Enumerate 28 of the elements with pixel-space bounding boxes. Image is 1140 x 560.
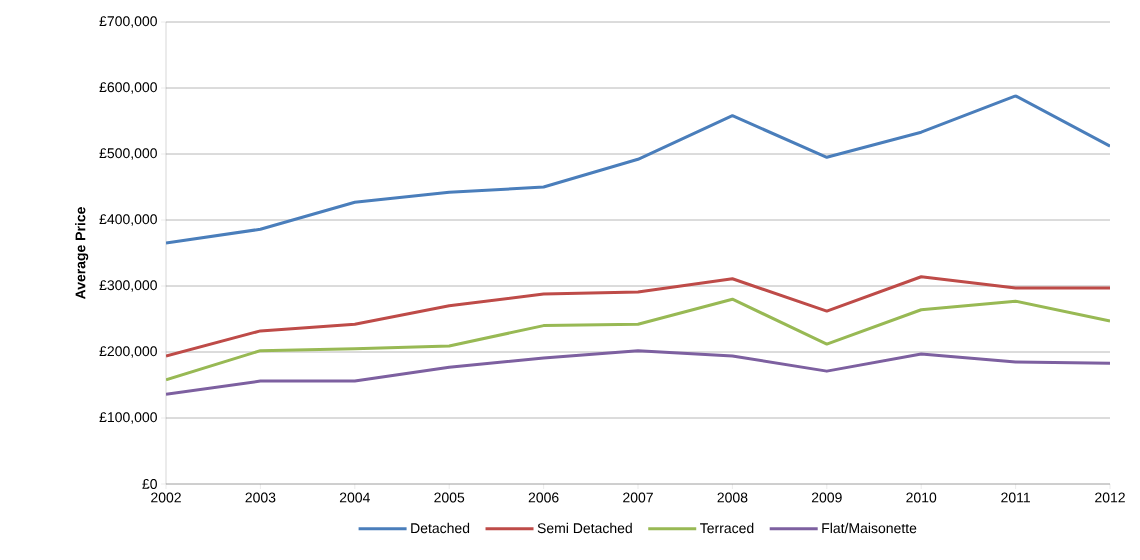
line-series bbox=[166, 275, 1111, 358]
legend-label: Detached bbox=[411, 522, 470, 534]
y-tick-label: £0 bbox=[142, 479, 157, 489]
x-tick-label: 2012 bbox=[1095, 492, 1125, 503]
y-axis-title: Average Price bbox=[75, 207, 89, 300]
y-tick-label: £100,000 bbox=[99, 412, 157, 424]
x-tick-label: 2002 bbox=[151, 492, 181, 503]
x-tick-label: 2007 bbox=[623, 492, 653, 503]
y-tick-label: £500,000 bbox=[99, 148, 157, 160]
line-series bbox=[166, 94, 1111, 245]
x-tick-label: 2009 bbox=[811, 492, 842, 503]
y-tick-label: £400,000 bbox=[99, 214, 157, 226]
line-series bbox=[166, 297, 1111, 382]
legend-label: Semi Detached bbox=[537, 522, 632, 534]
x-tick-label: 2003 bbox=[245, 492, 276, 503]
x-tick-label: 2004 bbox=[339, 492, 370, 503]
line-series bbox=[166, 349, 1111, 396]
y-tick-label: £700,000 bbox=[99, 16, 157, 28]
x-tick-label: 2010 bbox=[906, 492, 937, 503]
y-tick-label: £200,000 bbox=[99, 346, 157, 358]
x-tick-label: 2005 bbox=[434, 492, 465, 503]
legend-label: Flat/Maisonette bbox=[822, 522, 917, 534]
legend-label: Terraced bbox=[700, 522, 754, 534]
y-tick-label: £600,000 bbox=[99, 82, 157, 94]
y-tick-label: £300,000 bbox=[99, 280, 157, 292]
x-tick-label: 2011 bbox=[1001, 492, 1030, 503]
x-tick-label: 2006 bbox=[528, 492, 559, 503]
x-tick-label: 2008 bbox=[717, 492, 748, 503]
